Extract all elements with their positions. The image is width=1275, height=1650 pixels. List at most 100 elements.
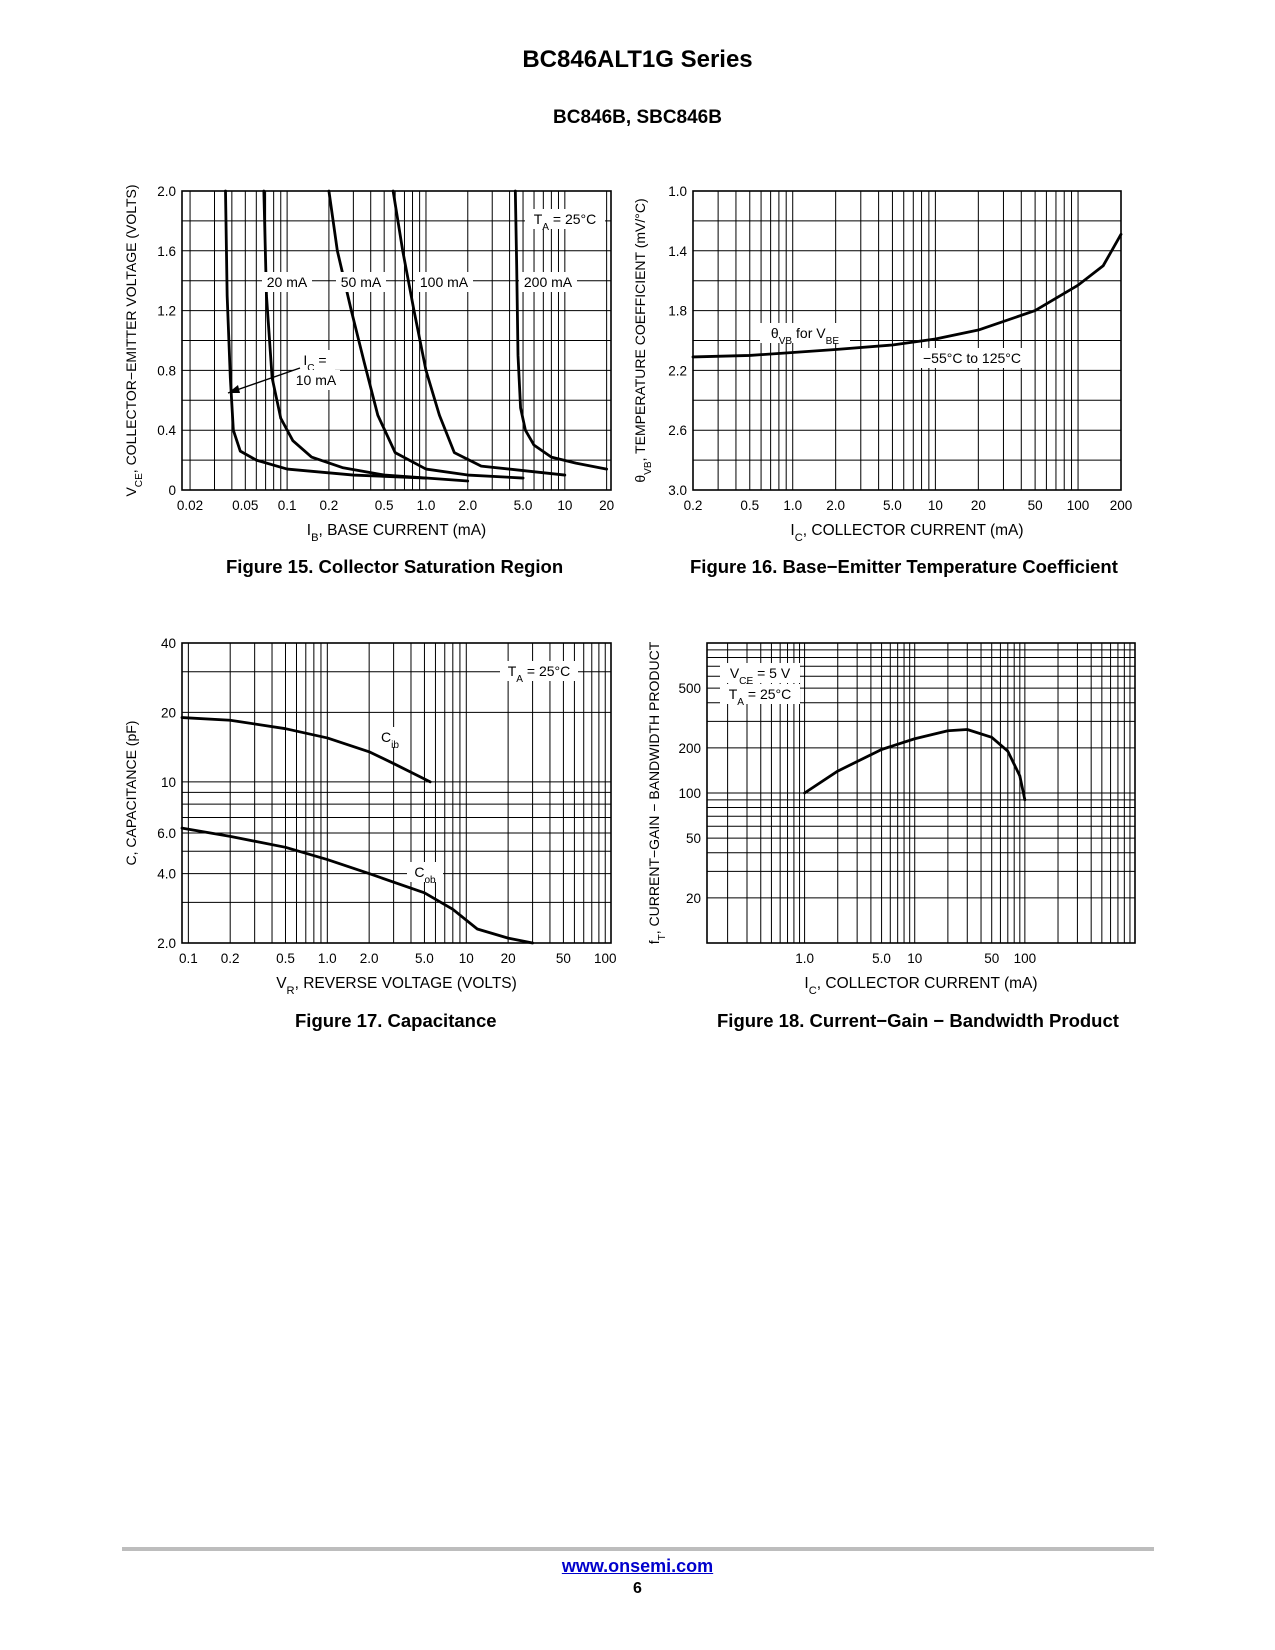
- series-line-1: [262, 189, 470, 483]
- x-tick-label: 1.0: [417, 498, 436, 513]
- x-tick-label: 100: [1067, 498, 1090, 513]
- y-tick-label: 200: [678, 741, 701, 756]
- y-axis-label: fT, CURRENT−GAIN − BANDWIDTH PRODUCT: [646, 641, 668, 944]
- series-line-0: [691, 232, 1123, 359]
- x-tick-label: 10: [907, 951, 922, 966]
- annotation-label: TA = 25°C: [508, 663, 571, 685]
- annotation-bg: [292, 370, 340, 390]
- x-tick-label: 2.0: [360, 951, 379, 966]
- annotation-label: IC =: [303, 352, 326, 374]
- x-axis-label: IB, BASE CURRENT (mA): [307, 522, 486, 544]
- x-tick-label: 50: [1028, 498, 1043, 513]
- series-line-0: [224, 189, 428, 480]
- x-tick-label: 200: [1110, 498, 1133, 513]
- annotation-bg: [262, 272, 312, 292]
- annotation-label: Cib: [381, 729, 399, 751]
- annotation-bg: [918, 348, 1026, 368]
- y-tick-label: 20: [686, 891, 701, 906]
- series-line-4: [513, 189, 609, 471]
- x-tick-label: 10: [557, 498, 572, 513]
- x-tick-label: 20: [501, 951, 516, 966]
- x-tick-label: 5.0: [415, 951, 434, 966]
- y-tick-label: 40: [161, 636, 176, 651]
- y-tick-label: 2.6: [668, 423, 687, 438]
- x-tick-label: 50: [984, 951, 999, 966]
- series-line-3: [391, 189, 567, 477]
- x-tick-label: 0.2: [320, 498, 339, 513]
- figure-18-caption: Figure 18. Current−Gain − Bandwidth Prod…: [717, 1010, 1119, 1031]
- y-tick-label: 3.0: [668, 483, 687, 498]
- y-tick-label: 10: [161, 775, 176, 790]
- y-tick-label: 2.0: [157, 184, 176, 199]
- y-tick-label: 50: [686, 831, 701, 846]
- annotation-bg: [407, 862, 443, 882]
- x-tick-label: 0.5: [740, 498, 759, 513]
- x-tick-label: 2.0: [826, 498, 845, 513]
- y-tick-label: 0.4: [157, 423, 176, 438]
- annotation-label: VCE = 5 V: [730, 665, 791, 687]
- y-tick-label: 1.4: [668, 244, 687, 259]
- x-tick-label: 5.0: [514, 498, 533, 513]
- y-tick-label: 100: [678, 786, 701, 801]
- x-tick-label: 10: [459, 951, 474, 966]
- x-tick-label: 20: [971, 498, 986, 513]
- series-line-1: [180, 826, 534, 945]
- x-tick-label: 0.1: [278, 498, 297, 513]
- x-tick-label: 1.0: [783, 498, 802, 513]
- annotation-bg: [760, 323, 850, 343]
- annotation-label: 200 mA: [524, 274, 573, 290]
- x-tick-label: 2.0: [458, 498, 477, 513]
- x-tick-label: 0.2: [684, 498, 703, 513]
- annotation-bg: [519, 272, 577, 292]
- series-line-2: [327, 189, 525, 480]
- y-tick-label: 500: [678, 681, 701, 696]
- x-tick-label: 10: [928, 498, 943, 513]
- x-axis-label: IC, COLLECTOR CURRENT (mA): [804, 975, 1037, 997]
- series-line-0: [180, 716, 432, 784]
- x-tick-label: 5.0: [872, 951, 891, 966]
- annotation-bg: [720, 684, 800, 704]
- annotation-bg: [295, 350, 335, 370]
- annotation-bg: [373, 727, 407, 747]
- y-tick-label: 6.0: [157, 826, 176, 841]
- plot-frame: [181, 190, 612, 491]
- y-axis-label: C, CAPACITANCE (pF): [123, 721, 139, 866]
- figure-17-caption: Figure 17. Capacitance: [295, 1010, 497, 1031]
- annotation-bg: [525, 209, 605, 229]
- y-tick-label: 1.2: [157, 304, 176, 319]
- annotation-label: −55°C to 125°C: [923, 350, 1021, 366]
- y-axis-label: θVB, TEMPERATURE COEFFICIENT (mV/°C): [632, 198, 654, 482]
- x-tick-label: 0.1: [179, 951, 198, 966]
- annotation-label: 100 mA: [420, 274, 469, 290]
- annotation-label: Cob: [414, 864, 436, 886]
- annotation-label: θVB for VBE: [771, 325, 839, 347]
- figure-15-caption: Figure 15. Collector Saturation Region: [226, 556, 564, 577]
- x-axis-label: VR, REVERSE VOLTAGE (VOLTS): [276, 975, 517, 997]
- x-tick-label: 5.0: [883, 498, 902, 513]
- y-tick-label: 1.6: [157, 244, 176, 259]
- page-subtitle: BC846B, SBC846B: [553, 107, 722, 128]
- footer-website-link[interactable]: www.onsemi.com: [561, 1556, 714, 1576]
- series-line-0: [803, 728, 1027, 802]
- y-tick-label: 4.0: [157, 867, 176, 882]
- y-tick-label: 20: [161, 705, 176, 720]
- figure-16-caption: Figure 16. Base−Emitter Temperature Coef…: [690, 556, 1118, 577]
- annotation-arrowhead: [228, 385, 240, 393]
- x-tick-label: 0.02: [177, 498, 203, 513]
- x-axis-label: IC, COLLECTOR CURRENT (mA): [790, 522, 1023, 544]
- annotation-bg: [336, 272, 386, 292]
- annotation-bg: [720, 663, 800, 683]
- annotation-label: TA = 25°C: [534, 211, 597, 233]
- annotation-bg: [500, 661, 578, 681]
- x-tick-label: 20: [599, 498, 614, 513]
- y-tick-label: 1.8: [668, 304, 687, 319]
- x-tick-label: 100: [594, 951, 617, 966]
- plot-frame: [692, 190, 1122, 491]
- x-tick-label: 1.0: [795, 951, 814, 966]
- annotation-arrow: [227, 367, 301, 394]
- y-tick-label: 1.0: [668, 184, 687, 199]
- x-tick-label: 100: [1014, 951, 1037, 966]
